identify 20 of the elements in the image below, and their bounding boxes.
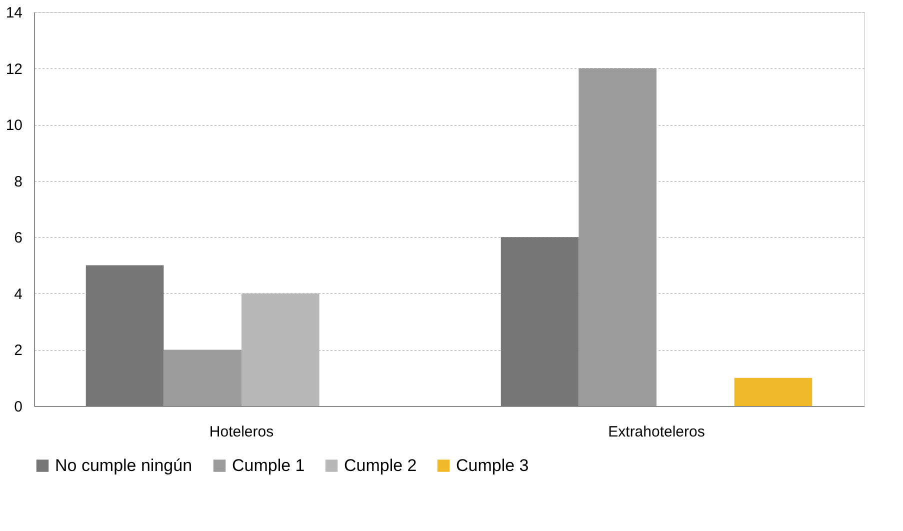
y-tick-label: 12 (6, 60, 22, 78)
bar (500, 237, 579, 406)
legend-label: Cumple 2 (344, 456, 417, 475)
y-tick-label: 8 (14, 173, 22, 190)
bar (86, 265, 164, 406)
legend-label: Cumple 3 (456, 456, 529, 475)
legend-label: No cumple ningún (55, 456, 192, 475)
x-tick-label: Hoteleros (209, 424, 274, 440)
y-tick-label: 2 (14, 342, 22, 360)
y-tick-label: 14 (6, 4, 22, 22)
bar (578, 68, 656, 406)
y-tick-label: 6 (14, 230, 22, 247)
legend-label: Cumple 1 (232, 456, 305, 475)
y-tick-label: 10 (6, 117, 22, 134)
y-tick-label: 4 (14, 286, 22, 303)
bar (242, 293, 320, 406)
y-tick-label: 0 (14, 398, 22, 416)
x-tick-label: Extrahoteleros (608, 424, 705, 440)
bar (734, 378, 812, 406)
bar (164, 350, 242, 406)
